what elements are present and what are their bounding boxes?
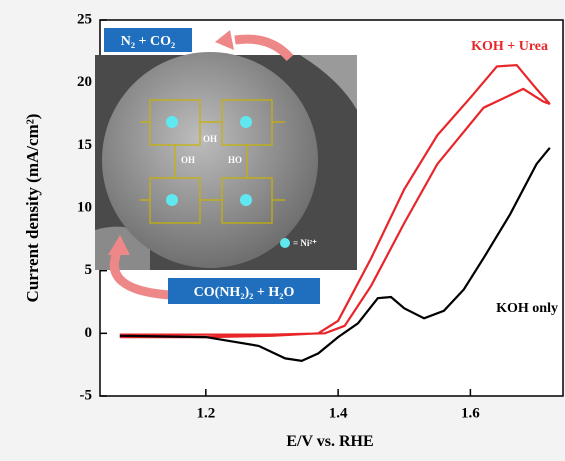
x-axis-label: E/V vs. RHE [286,433,373,450]
y-tick-label: 15 [77,137,92,153]
inset-background-shape [300,55,357,110]
arrow [234,34,294,62]
x-tick-label: 1.4 [329,405,348,421]
y-tick-label: -5 [80,387,93,403]
inset-text: HO [228,155,242,165]
line-series [119,147,551,363]
sphere [102,52,318,268]
inset-text: OH [203,134,217,144]
y-tick-label: 5 [85,262,93,278]
arrow [109,248,171,300]
label-box [168,278,320,304]
x-tick-label: 1.6 [461,405,480,421]
molecule [140,99,285,224]
y-tick-label: 25 [77,11,92,27]
legend-label: KOH only [496,301,558,316]
plot-layer: -5 0 5 10 15 20 25 1.2 1.4 1.6 [77,11,551,421]
label-box [104,28,192,52]
inset: OH OH HO = Ni²⁺ N₂ + CO₂ CO(NH₂)₂ + H₂O [95,28,357,304]
reactant-label: CO(NH₂)₂ + H₂O [194,285,295,300]
y-tick-label: 0 [85,325,93,341]
inset-text: = Ni²⁺ [293,238,317,248]
y-axis-label: Current density (mA/cm²) [23,114,42,303]
y-tick-label: 20 [77,74,92,90]
legend-label: KOH + Urea [471,39,548,54]
inset-text: OH [181,155,195,165]
arrow [108,235,130,255]
y-tick-label: 10 [77,199,92,215]
x-tick-label: 1.2 [196,405,215,421]
product-label: N₂ + CO₂ [121,34,175,49]
arrow [215,30,234,50]
ni-markers [166,116,290,248]
line-series [119,63,551,339]
